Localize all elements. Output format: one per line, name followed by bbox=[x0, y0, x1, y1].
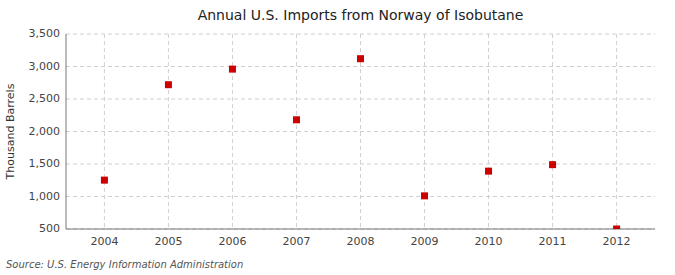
x-tick-label: 2007 bbox=[282, 235, 310, 248]
x-tick-label: 2005 bbox=[154, 235, 182, 248]
x-tick-label: 2008 bbox=[347, 235, 375, 248]
x-tick-label: 2006 bbox=[218, 235, 246, 248]
point bbox=[101, 177, 108, 184]
grid-line bbox=[424, 34, 425, 229]
axes: 500 1,000 1,500 2,000 2,500 3,000 3,500 2004 200… bbox=[29, 27, 656, 248]
grid-line bbox=[104, 34, 105, 229]
grid-line bbox=[168, 34, 169, 229]
grid-line bbox=[616, 34, 617, 229]
grid-line bbox=[360, 34, 361, 229]
y-tick-label: 1,500 bbox=[29, 157, 61, 170]
title: Annual U.S. Imports from Norway of Isobu… bbox=[198, 7, 524, 23]
point bbox=[165, 81, 172, 88]
y-tick-label: 3,500 bbox=[29, 27, 61, 40]
x-axis-line bbox=[66, 229, 655, 230]
y-tick-label: 2,500 bbox=[29, 92, 61, 105]
y-tick-label: 1,000 bbox=[29, 190, 61, 203]
grid-line bbox=[66, 229, 655, 230]
grid-line bbox=[296, 34, 297, 229]
x-tick-label: 2004 bbox=[90, 235, 118, 248]
chart: 500 1,000 1,500 2,000 2,500 3,000 3,500 2004 200… bbox=[0, 0, 675, 275]
point bbox=[421, 192, 428, 199]
point bbox=[293, 116, 300, 123]
point bbox=[613, 226, 620, 230]
grid bbox=[66, 34, 655, 229]
y-axis-label: Thousand Barrels bbox=[4, 83, 17, 180]
point bbox=[549, 161, 556, 168]
x-tick-label: 2011 bbox=[539, 235, 567, 248]
source: Source: U.S. Energy Information Administ… bbox=[6, 259, 243, 270]
grid-line bbox=[488, 34, 489, 229]
point bbox=[485, 168, 492, 175]
point bbox=[229, 66, 236, 73]
grid-line bbox=[552, 34, 553, 229]
points bbox=[101, 55, 620, 229]
point bbox=[357, 55, 364, 62]
y-tick-label: 3,000 bbox=[29, 60, 61, 73]
x-tick-label: 2010 bbox=[475, 235, 503, 248]
x-tick-label: 2009 bbox=[411, 235, 439, 248]
y-tick-label: 2,000 bbox=[29, 125, 61, 138]
x-tick-label: 2012 bbox=[603, 235, 631, 248]
grid-line bbox=[66, 131, 655, 132]
grid-line bbox=[66, 66, 655, 67]
y-tick-label: 500 bbox=[39, 222, 60, 235]
y-axis-line bbox=[66, 34, 67, 229]
grid-line bbox=[232, 34, 233, 229]
